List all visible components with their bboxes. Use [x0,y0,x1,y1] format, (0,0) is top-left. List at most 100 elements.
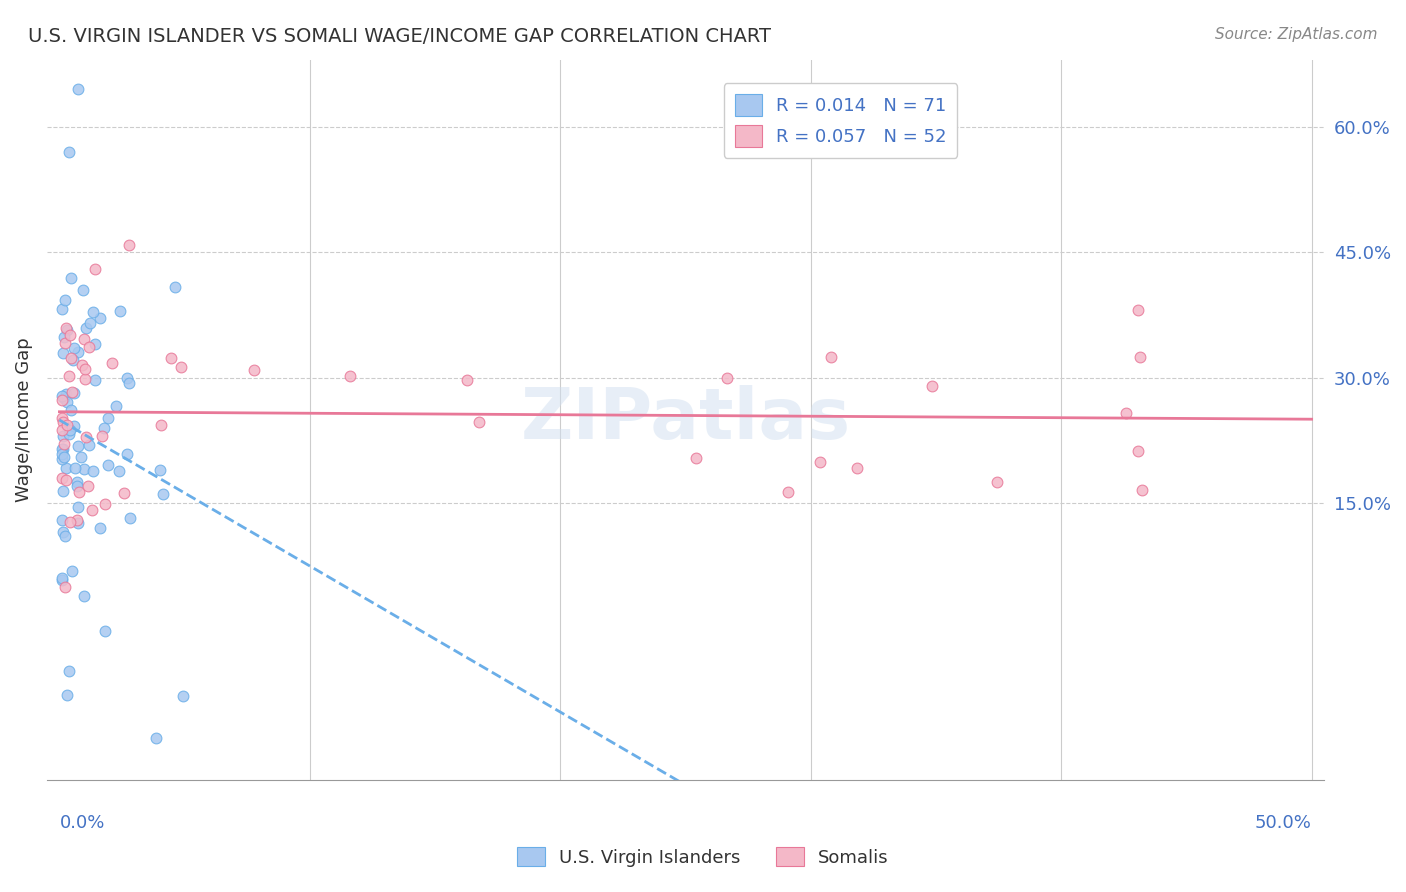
Point [66,345,89,359]
Point [51,471,73,485]
Point [152,487,174,501]
Point [101,355,124,369]
Point [51,571,73,585]
Text: Source: ZipAtlas.com: Source: ZipAtlas.com [1215,27,1378,42]
Point [70,358,93,372]
Point [685,451,707,466]
Point [66,475,89,489]
Point [58,145,80,159]
Point [51,392,73,407]
Point [58,664,80,678]
Point [93,624,115,639]
Point [58,369,80,384]
Point [1126,444,1149,458]
Text: 50.0%: 50.0% [1254,814,1312,832]
Point [60,564,83,578]
Point [67,485,90,500]
Point [112,485,135,500]
Point [468,415,491,429]
Point [67,500,90,515]
Point [66,516,89,530]
Point [73,462,96,476]
Point [73,589,96,603]
Point [51,447,73,461]
Point [53,529,76,543]
Point [63,419,86,434]
Point [170,360,193,375]
Point [339,368,361,383]
Point [810,455,832,469]
Point [56,418,79,433]
Point [117,447,139,461]
Point [60,384,83,399]
Point [84,337,107,351]
Point [96,458,118,472]
Point [65,460,87,475]
Point [53,437,76,451]
Point [72,283,94,297]
Point [60,403,83,417]
Point [1129,350,1152,364]
Point [149,417,172,432]
Point [52,525,75,540]
Point [58,427,80,442]
Point [63,386,86,401]
Point [52,483,75,498]
Point [145,731,167,745]
Point [846,461,869,475]
Point [51,411,73,425]
Point [51,442,73,457]
Point [59,270,82,285]
Point [75,430,97,444]
Point [51,514,73,528]
Point [456,374,478,388]
Point [51,389,73,403]
Point [80,502,103,516]
Legend: U.S. Virgin Islanders, Somalis: U.S. Virgin Islanders, Somalis [510,840,896,874]
Text: U.S. VIRGIN ISLANDER VS SOMALI WAGE/INCOME GAP CORRELATION CHART: U.S. VIRGIN ISLANDER VS SOMALI WAGE/INCO… [28,27,770,45]
Point [118,511,141,525]
Point [73,372,96,386]
Point [108,303,131,318]
Point [79,438,101,452]
Point [76,479,98,493]
Point [51,302,73,317]
Point [160,351,183,365]
Point [55,387,77,401]
Point [51,423,73,437]
Point [63,341,86,355]
Point [55,473,77,487]
Point [53,336,76,351]
Point [55,323,77,337]
Y-axis label: Wage/Income Gap: Wage/Income Gap [15,337,32,502]
Point [59,423,82,437]
Point [55,293,77,307]
Legend: R = 0.014   N = 71, R = 0.057   N = 52: R = 0.014 N = 71, R = 0.057 N = 52 [724,83,957,158]
Point [51,452,73,467]
Point [1130,483,1153,497]
Point [89,310,111,325]
Point [79,316,101,330]
Point [73,332,96,346]
Point [84,261,107,276]
Point [149,463,172,477]
Point [53,391,76,405]
Point [56,688,79,702]
Point [104,400,127,414]
Point [52,442,75,456]
Point [55,580,77,594]
Point [820,350,842,364]
Point [986,475,1008,490]
Point [172,689,194,703]
Point [118,376,141,390]
Point [108,464,131,478]
Point [115,370,138,384]
Point [67,82,90,96]
Point [716,371,738,385]
Point [55,320,77,334]
Point [242,362,264,376]
Text: 0.0%: 0.0% [59,814,105,832]
Text: ZIPatlas: ZIPatlas [520,385,851,454]
Point [62,353,84,368]
Point [93,497,115,511]
